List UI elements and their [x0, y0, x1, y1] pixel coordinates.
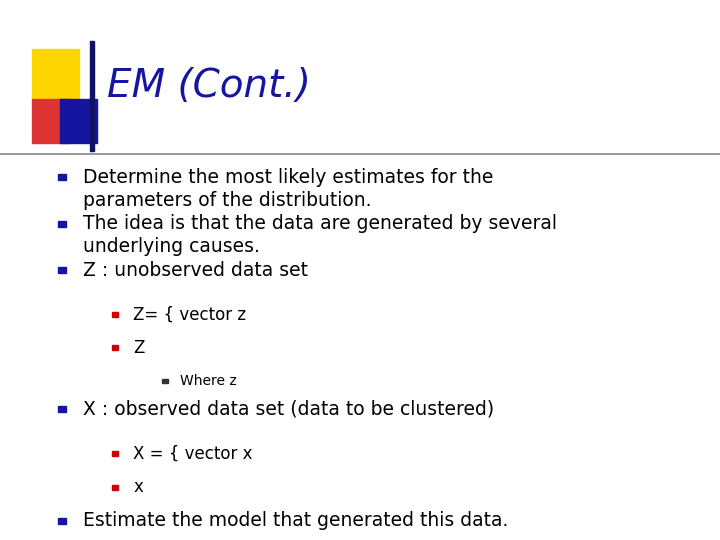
Bar [112, 485, 118, 490]
Text: x: x [133, 478, 143, 496]
Text: parameters of the distribution.: parameters of the distribution. [83, 191, 372, 210]
Bar [162, 379, 168, 383]
Text: Z: Z [133, 339, 145, 357]
Text: EM (Cont.): EM (Cont.) [107, 68, 310, 105]
Text: Where z: Where z [180, 374, 237, 388]
Text: Estimate the model that generated this data.: Estimate the model that generated this d… [83, 511, 508, 530]
Bar [112, 346, 118, 350]
Text: underlying causes.: underlying causes. [83, 237, 260, 256]
Text: Z : unobserved data set: Z : unobserved data set [83, 261, 308, 280]
Bar [60, 99, 97, 143]
Bar [32, 99, 70, 143]
Bar [58, 221, 66, 227]
Text: Z= { vector z: Z= { vector z [133, 306, 246, 323]
Bar [112, 312, 118, 317]
Bar [112, 451, 118, 456]
Bar [90, 40, 94, 151]
Text: Determine the most likely estimates for the: Determine the most likely estimates for … [83, 167, 493, 187]
Bar [58, 174, 66, 180]
Text: X : observed data set (data to be clustered): X : observed data set (data to be cluste… [83, 400, 494, 419]
Text: The idea is that the data are generated by several: The idea is that the data are generated … [83, 214, 557, 233]
Bar [58, 407, 66, 413]
Bar [32, 49, 79, 100]
Bar [58, 518, 66, 524]
Bar [58, 267, 66, 273]
Text: X = { vector x: X = { vector x [133, 445, 253, 463]
